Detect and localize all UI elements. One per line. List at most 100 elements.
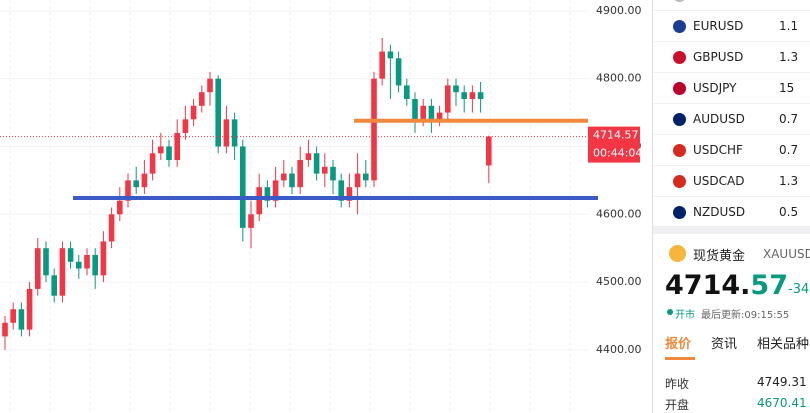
candle-body <box>461 92 467 100</box>
price-dec: 57 <box>750 270 788 301</box>
symbol: USDCAD <box>693 174 745 188</box>
price: 1.3 <box>779 50 799 64</box>
tab[interactable]: 资讯 <box>711 337 738 352</box>
y-tick-label: 4500.00 <box>596 275 642 288</box>
candle-body <box>35 248 41 289</box>
candle-body <box>190 105 197 120</box>
y-tick-label: 4900.00 <box>596 4 642 17</box>
candle-body <box>100 241 107 276</box>
candle-body <box>76 261 82 269</box>
symbol: AUDUSD <box>693 112 745 126</box>
watch-row[interactable]: NZDUSD 0.5 <box>653 196 810 228</box>
candle-body <box>166 146 172 161</box>
candle-body <box>215 78 221 147</box>
price-tag <box>588 126 640 163</box>
symbol: USDJPY <box>693 81 737 95</box>
candle-body <box>149 153 156 174</box>
candle-body <box>199 92 205 106</box>
candle-body <box>10 309 16 323</box>
candle-body <box>125 180 131 201</box>
candle-body <box>240 146 246 228</box>
price: 15 <box>779 81 795 95</box>
y-tick-label: 4800.00 <box>596 72 642 85</box>
candle-body <box>445 85 451 113</box>
symbol: USDCHF <box>693 143 743 157</box>
candle-body <box>297 160 303 188</box>
flag <box>673 175 686 188</box>
candle-body <box>248 214 254 228</box>
y-tick-label: 4600.00 <box>596 207 642 220</box>
candle-body <box>256 187 262 215</box>
asset-code: XAUUSD <box>763 247 810 261</box>
change: -34. <box>788 282 810 297</box>
candle-body <box>313 153 320 174</box>
candle-body <box>2 322 8 337</box>
candle-body <box>51 275 57 296</box>
watch-row[interactable]: AUDUSD 0.7 <box>653 103 810 135</box>
candle-body <box>412 99 418 120</box>
watch-row[interactable]: USDJPY 15 <box>653 72 810 104</box>
row <box>653 0 810 11</box>
candle-body <box>223 119 230 147</box>
candle-body <box>346 187 353 201</box>
candle-body <box>133 180 139 188</box>
candle-body <box>108 214 115 242</box>
row-label: 昨收 <box>665 377 690 391</box>
row-label: 开盘 <box>665 398 690 412</box>
candle-body <box>469 92 476 100</box>
flag <box>673 20 686 33</box>
candle-body <box>26 288 33 330</box>
flag <box>673 0 686 2</box>
asset-name: 现货黄金 <box>693 249 746 264</box>
tab[interactable]: 相关品种 <box>757 337 810 352</box>
candle-body <box>264 187 271 201</box>
candle-body <box>158 146 164 154</box>
candle-body <box>477 92 484 100</box>
candle-body <box>371 78 377 181</box>
gold-icon <box>669 245 686 262</box>
flag <box>673 113 686 126</box>
symbol: NZDUSD <box>693 205 746 219</box>
flag <box>673 51 686 64</box>
symbol: EURUSD <box>693 19 744 33</box>
candle-body <box>363 173 369 181</box>
candle-body <box>207 78 213 93</box>
y-tick-label: 4400.00 <box>596 343 642 356</box>
watch-row[interactable]: USDCHF 0.7 <box>653 134 810 166</box>
candle-body <box>92 254 98 276</box>
candle-body <box>486 136 492 166</box>
flag <box>673 144 686 157</box>
price: 0.7 <box>779 112 799 126</box>
watch-row[interactable]: EURUSD 1.1 <box>653 10 810 42</box>
divider <box>653 226 810 234</box>
price: 0.7 <box>779 143 799 157</box>
price: 0.5 <box>779 205 799 219</box>
row-value: 4670.41 <box>757 396 807 410</box>
watch-row[interactable]: GBPUSD 1.3 <box>653 41 810 73</box>
candle-body <box>436 112 443 120</box>
candle-body <box>322 166 328 174</box>
watch-row[interactable]: USDCAD 1.3 <box>653 165 810 197</box>
row-value: 4749.31 <box>757 375 807 389</box>
last-price: 4714.57 <box>593 129 639 142</box>
countdown: 00:44:04 <box>593 147 642 160</box>
candle-body <box>272 180 279 201</box>
candle-body <box>395 58 402 86</box>
candle-body <box>18 309 25 330</box>
candle-body <box>289 173 295 188</box>
candle-body <box>43 248 49 276</box>
tab[interactable]: 报价 <box>665 337 692 352</box>
candle-body <box>428 105 435 120</box>
candle-body <box>141 173 148 188</box>
chart: 4400.004500.004600.004700.004800.004900.… <box>0 0 642 413</box>
symbol: GBPUSD <box>693 50 744 64</box>
price-int: 4714. <box>665 270 751 301</box>
price: 1.3 <box>779 174 799 188</box>
candle-body <box>338 180 344 201</box>
candle-body <box>182 119 189 133</box>
status-dot <box>667 309 673 315</box>
candle-body <box>453 85 459 93</box>
candle-body <box>354 173 361 188</box>
candle-body <box>330 166 336 181</box>
